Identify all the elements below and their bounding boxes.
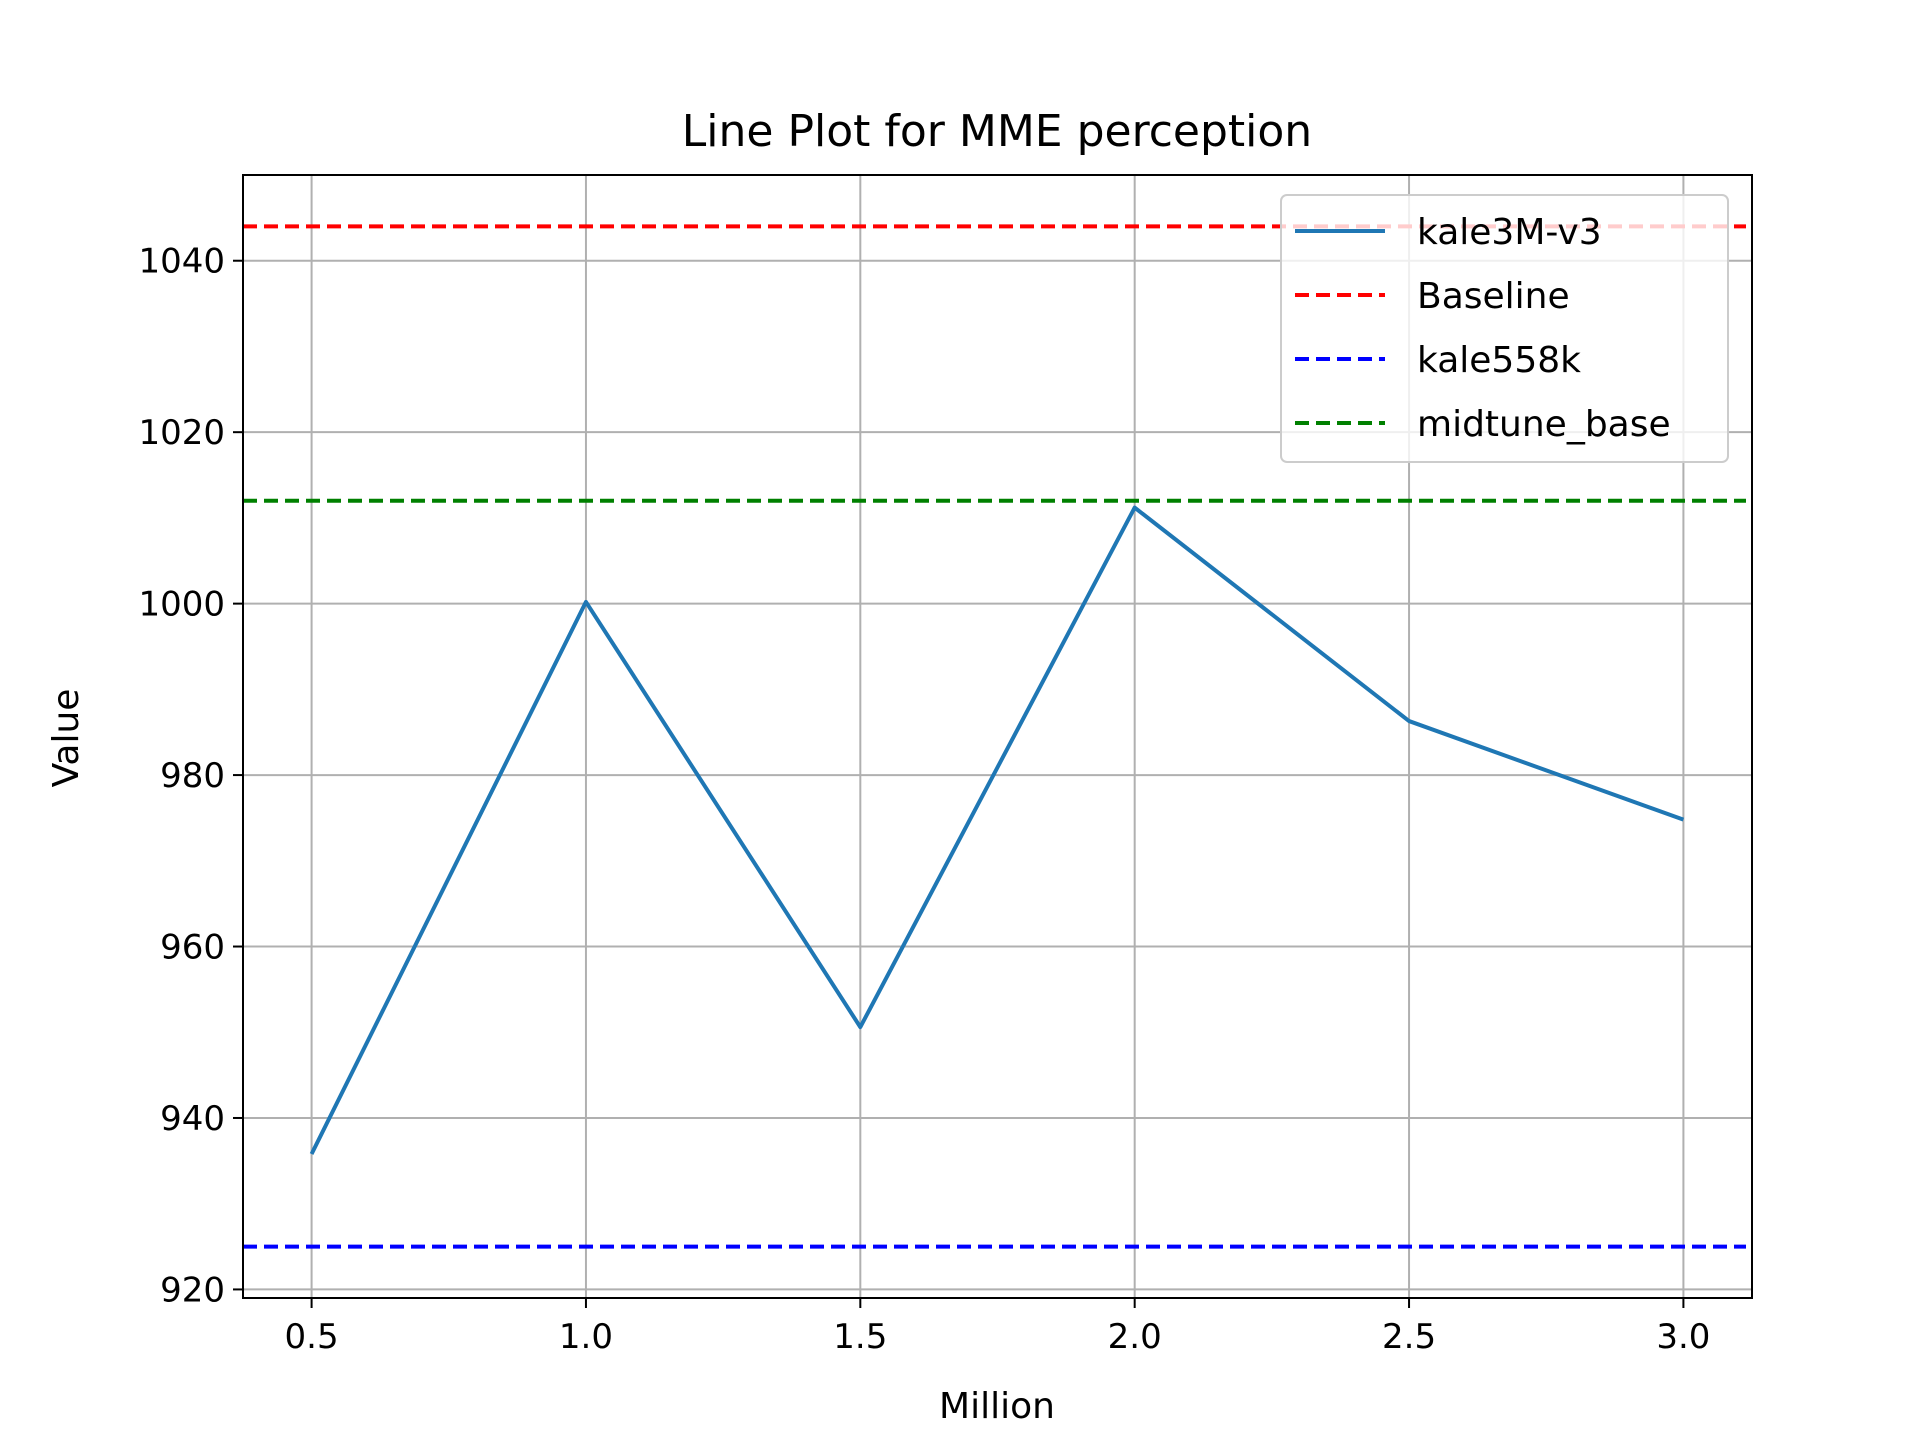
- chart-title: Line Plot for MME perception: [682, 106, 1312, 157]
- x-tick-label: 2.0: [1108, 1317, 1162, 1357]
- y-tick-label: 940: [160, 1099, 225, 1139]
- legend-label: kale3M-v3: [1417, 212, 1602, 253]
- series-line-kale3m-v3: [309, 505, 1685, 1155]
- y-tick-label: 980: [160, 756, 225, 796]
- x-axis-label: Million: [939, 1386, 1055, 1427]
- legend-label: midtune_base: [1417, 404, 1671, 445]
- y-tick-label: 960: [160, 928, 225, 968]
- x-tick-label: 1.5: [833, 1317, 887, 1357]
- x-tick-label: 3.0: [1656, 1317, 1710, 1357]
- grid-lines: [243, 175, 1752, 1298]
- legend-box: [1280, 194, 1729, 463]
- legend-label: kale558k: [1417, 340, 1581, 381]
- y-tick-label: 1040: [138, 242, 225, 282]
- x-tick-label: 0.5: [285, 1317, 339, 1357]
- axis-ticks: 0.5 1.0 1.5 2.0 2.5 3.0 920 940 960 980 1000 1020 10…: [138, 242, 1710, 1357]
- legend: kale3M-v3 Baseline kale558k midtune_base: [1280, 194, 1729, 463]
- x-tick-label: 1.0: [559, 1317, 613, 1357]
- y-axis-label: Value: [46, 689, 87, 788]
- legend-label: Baseline: [1417, 276, 1570, 317]
- plot-frame: [242, 174, 1753, 1299]
- y-tick-label: 1020: [138, 413, 225, 453]
- x-tick-label: 2.5: [1382, 1317, 1436, 1357]
- y-tick-label: 1000: [138, 585, 225, 625]
- y-tick-label: 920: [160, 1270, 225, 1310]
